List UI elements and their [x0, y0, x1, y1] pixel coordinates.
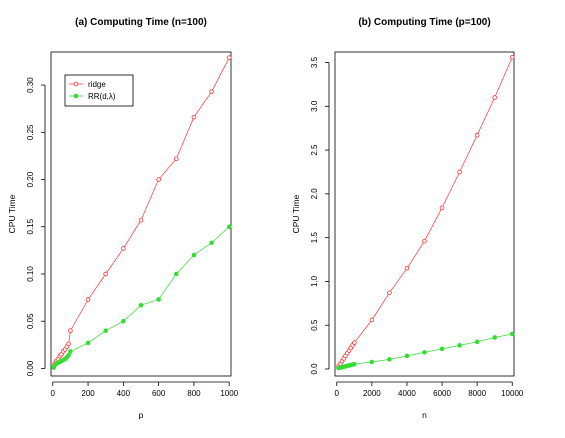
panel-a-y-tick-label: 0.20 — [26, 171, 35, 187]
panel-b-x-tick-label: 2000 — [363, 389, 381, 398]
panel-a-y-axis-label: CPU Time — [7, 194, 17, 233]
panel-b-x-tick-label: 8000 — [468, 389, 486, 398]
panel-b-y-tick-label: 2.5 — [310, 144, 319, 156]
panel-b-plot-frame — [334, 51, 515, 377]
panel-a-legend-entry: RR(d,λ) — [88, 92, 116, 101]
panel-a-ridge-point — [226, 55, 232, 60]
panel-a-legend-entry: ridge — [88, 80, 106, 89]
panel-b-y-tick-label: 1.5 — [310, 232, 319, 244]
panel-a-x-tick-label: 0 — [51, 389, 56, 398]
panel-b-x-axis-label: n — [422, 410, 427, 420]
panel-a-y-tick-label: 0.15 — [26, 218, 35, 234]
panel-a-ridge-point — [138, 217, 144, 223]
panel-a-legend-box — [64, 74, 134, 107]
panel-a-y-tick-label: 0.25 — [26, 124, 35, 140]
panel-b-rr-point — [369, 359, 375, 365]
panel-b-ridge-point — [439, 205, 445, 211]
panel-a-ridge-point — [156, 177, 161, 182]
panel-a-rr-point — [121, 318, 126, 324]
panel-a-y-tick-label: 0.10 — [26, 266, 35, 282]
panel-b-y-axis-label: CPU Time — [291, 194, 301, 233]
panel-b-title: (b) Computing Time (p=100) — [358, 17, 490, 28]
panel-b-rr-point — [404, 353, 410, 359]
panel-b-rr-point — [422, 350, 427, 355]
panel-a-x-tick-label: 400 — [117, 389, 131, 398]
panel-a-x-tick-label: 800 — [187, 389, 201, 398]
panel-a-rr-point — [138, 302, 144, 308]
panel-b-x-tick-label: 6000 — [433, 389, 451, 398]
panel-b-y-tick-label: 3.0 — [310, 100, 319, 112]
panel-b-rr-point — [474, 339, 480, 345]
panel-b-y-tick-label: 1.0 — [310, 275, 319, 287]
panel-b-ridge-point — [509, 54, 515, 60]
panel-b-ridge-point — [457, 169, 462, 175]
panel-b-rr-point — [352, 361, 357, 367]
panel-a-rr-point — [156, 297, 161, 302]
panel-b-ridge-point — [352, 340, 357, 346]
panel-a-x-tick-label: 600 — [152, 389, 166, 398]
panel-b-ridge-point — [474, 132, 480, 138]
panel-b-ridge-point — [422, 238, 427, 244]
panel-a-y-tick-label: 0.30 — [26, 77, 35, 93]
panel-b-x-tick-label: 4000 — [398, 389, 416, 398]
panel-b-y-tick-label: 3.5 — [310, 56, 319, 68]
panel-a-ridge-point — [121, 246, 126, 251]
panel-a-ridge-point — [209, 89, 214, 94]
panel-a-ridge-point — [173, 156, 179, 162]
panel-b-y-tick-label: 0.0 — [310, 363, 319, 375]
panel-b-x-tick-label: 0 — [335, 389, 340, 398]
panel-a-ridge-point — [68, 328, 73, 333]
panel-b-rr-point — [457, 343, 462, 348]
panel-b-rr-point — [492, 335, 497, 340]
panel-b-rr-point — [387, 357, 392, 362]
panel-b-ridge-point — [492, 95, 497, 100]
panel-b-x-tick-label: 10000 — [501, 389, 524, 398]
panel-a-legend-marker — [73, 93, 79, 99]
panel-b-ridge-point — [369, 317, 375, 323]
panel-a-x-tick-label: 200 — [81, 389, 95, 398]
panel-a-legend-marker — [73, 81, 79, 87]
panel-a-rr-series-line — [53, 226, 230, 368]
panel-b-ridge-series-line — [338, 57, 513, 367]
panel-a-rr-point — [209, 240, 214, 246]
panel-b-y-tick-label: 2.0 — [310, 188, 319, 200]
panel-a-ridge-point — [66, 341, 71, 347]
panel-b-ridge-point — [404, 265, 410, 271]
panel-a-rr-point — [191, 252, 197, 258]
panel-b-y-tick-label: 0.5 — [310, 319, 319, 331]
panel-a-ridge-point — [103, 271, 109, 277]
panel-a-y-tick-label: 0.00 — [26, 360, 35, 376]
panel-b-rr-point — [439, 346, 445, 352]
panel-a-ridge-point — [191, 114, 197, 120]
panel-a-rr-point — [66, 352, 71, 358]
panel-a-rr-point — [68, 349, 73, 354]
panel-a-y-tick-label: 0.05 — [26, 313, 35, 329]
panel-a-plot-frame — [50, 51, 232, 377]
panel-a-rr-point — [103, 328, 109, 333]
panel-a-rr-point — [85, 340, 91, 346]
panel-a-title: (a) Computing Time (n=100) — [75, 17, 207, 28]
panel-b-rr-point — [509, 331, 515, 337]
panel-a-rr-point — [226, 224, 232, 230]
panel-b-ridge-point — [387, 290, 392, 296]
panel-a-ridge-point — [85, 297, 91, 302]
panel-a-rr-point — [173, 271, 179, 277]
panel-a-x-tick-label: 1000 — [220, 389, 238, 398]
panel-a-x-axis-label: p — [139, 410, 144, 420]
